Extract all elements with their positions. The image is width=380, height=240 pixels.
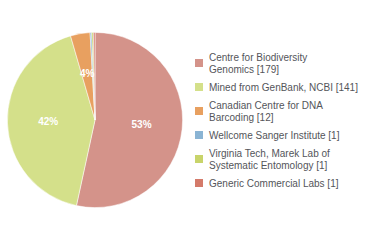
svg-text:Wellcome Sanger Institute [1]: Wellcome Sanger Institute [1] [209, 130, 340, 141]
svg-text:Barcoding [12]: Barcoding [12] [209, 112, 274, 123]
svg-text:Genomics [179]: Genomics [179] [209, 64, 279, 75]
svg-text:Generic Commercial Labs [1]: Generic Commercial Labs [1] [209, 178, 339, 189]
svg-text:Virginia Tech, Marek Lab of: Virginia Tech, Marek Lab of [209, 148, 330, 159]
svg-text:Mined from GenBank, NCBI [141]: Mined from GenBank, NCBI [141] [209, 82, 358, 93]
svg-text:Canadian Centre for DNA: Canadian Centre for DNA [209, 100, 323, 111]
svg-text:Systematic Entomology [1]: Systematic Entomology [1] [209, 160, 328, 171]
svg-text:53%: 53% [132, 119, 152, 130]
svg-text:Centre for Biodiversity: Centre for Biodiversity [209, 52, 307, 63]
svg-text:4%: 4% [80, 68, 95, 79]
svg-text:42%: 42% [38, 116, 58, 127]
